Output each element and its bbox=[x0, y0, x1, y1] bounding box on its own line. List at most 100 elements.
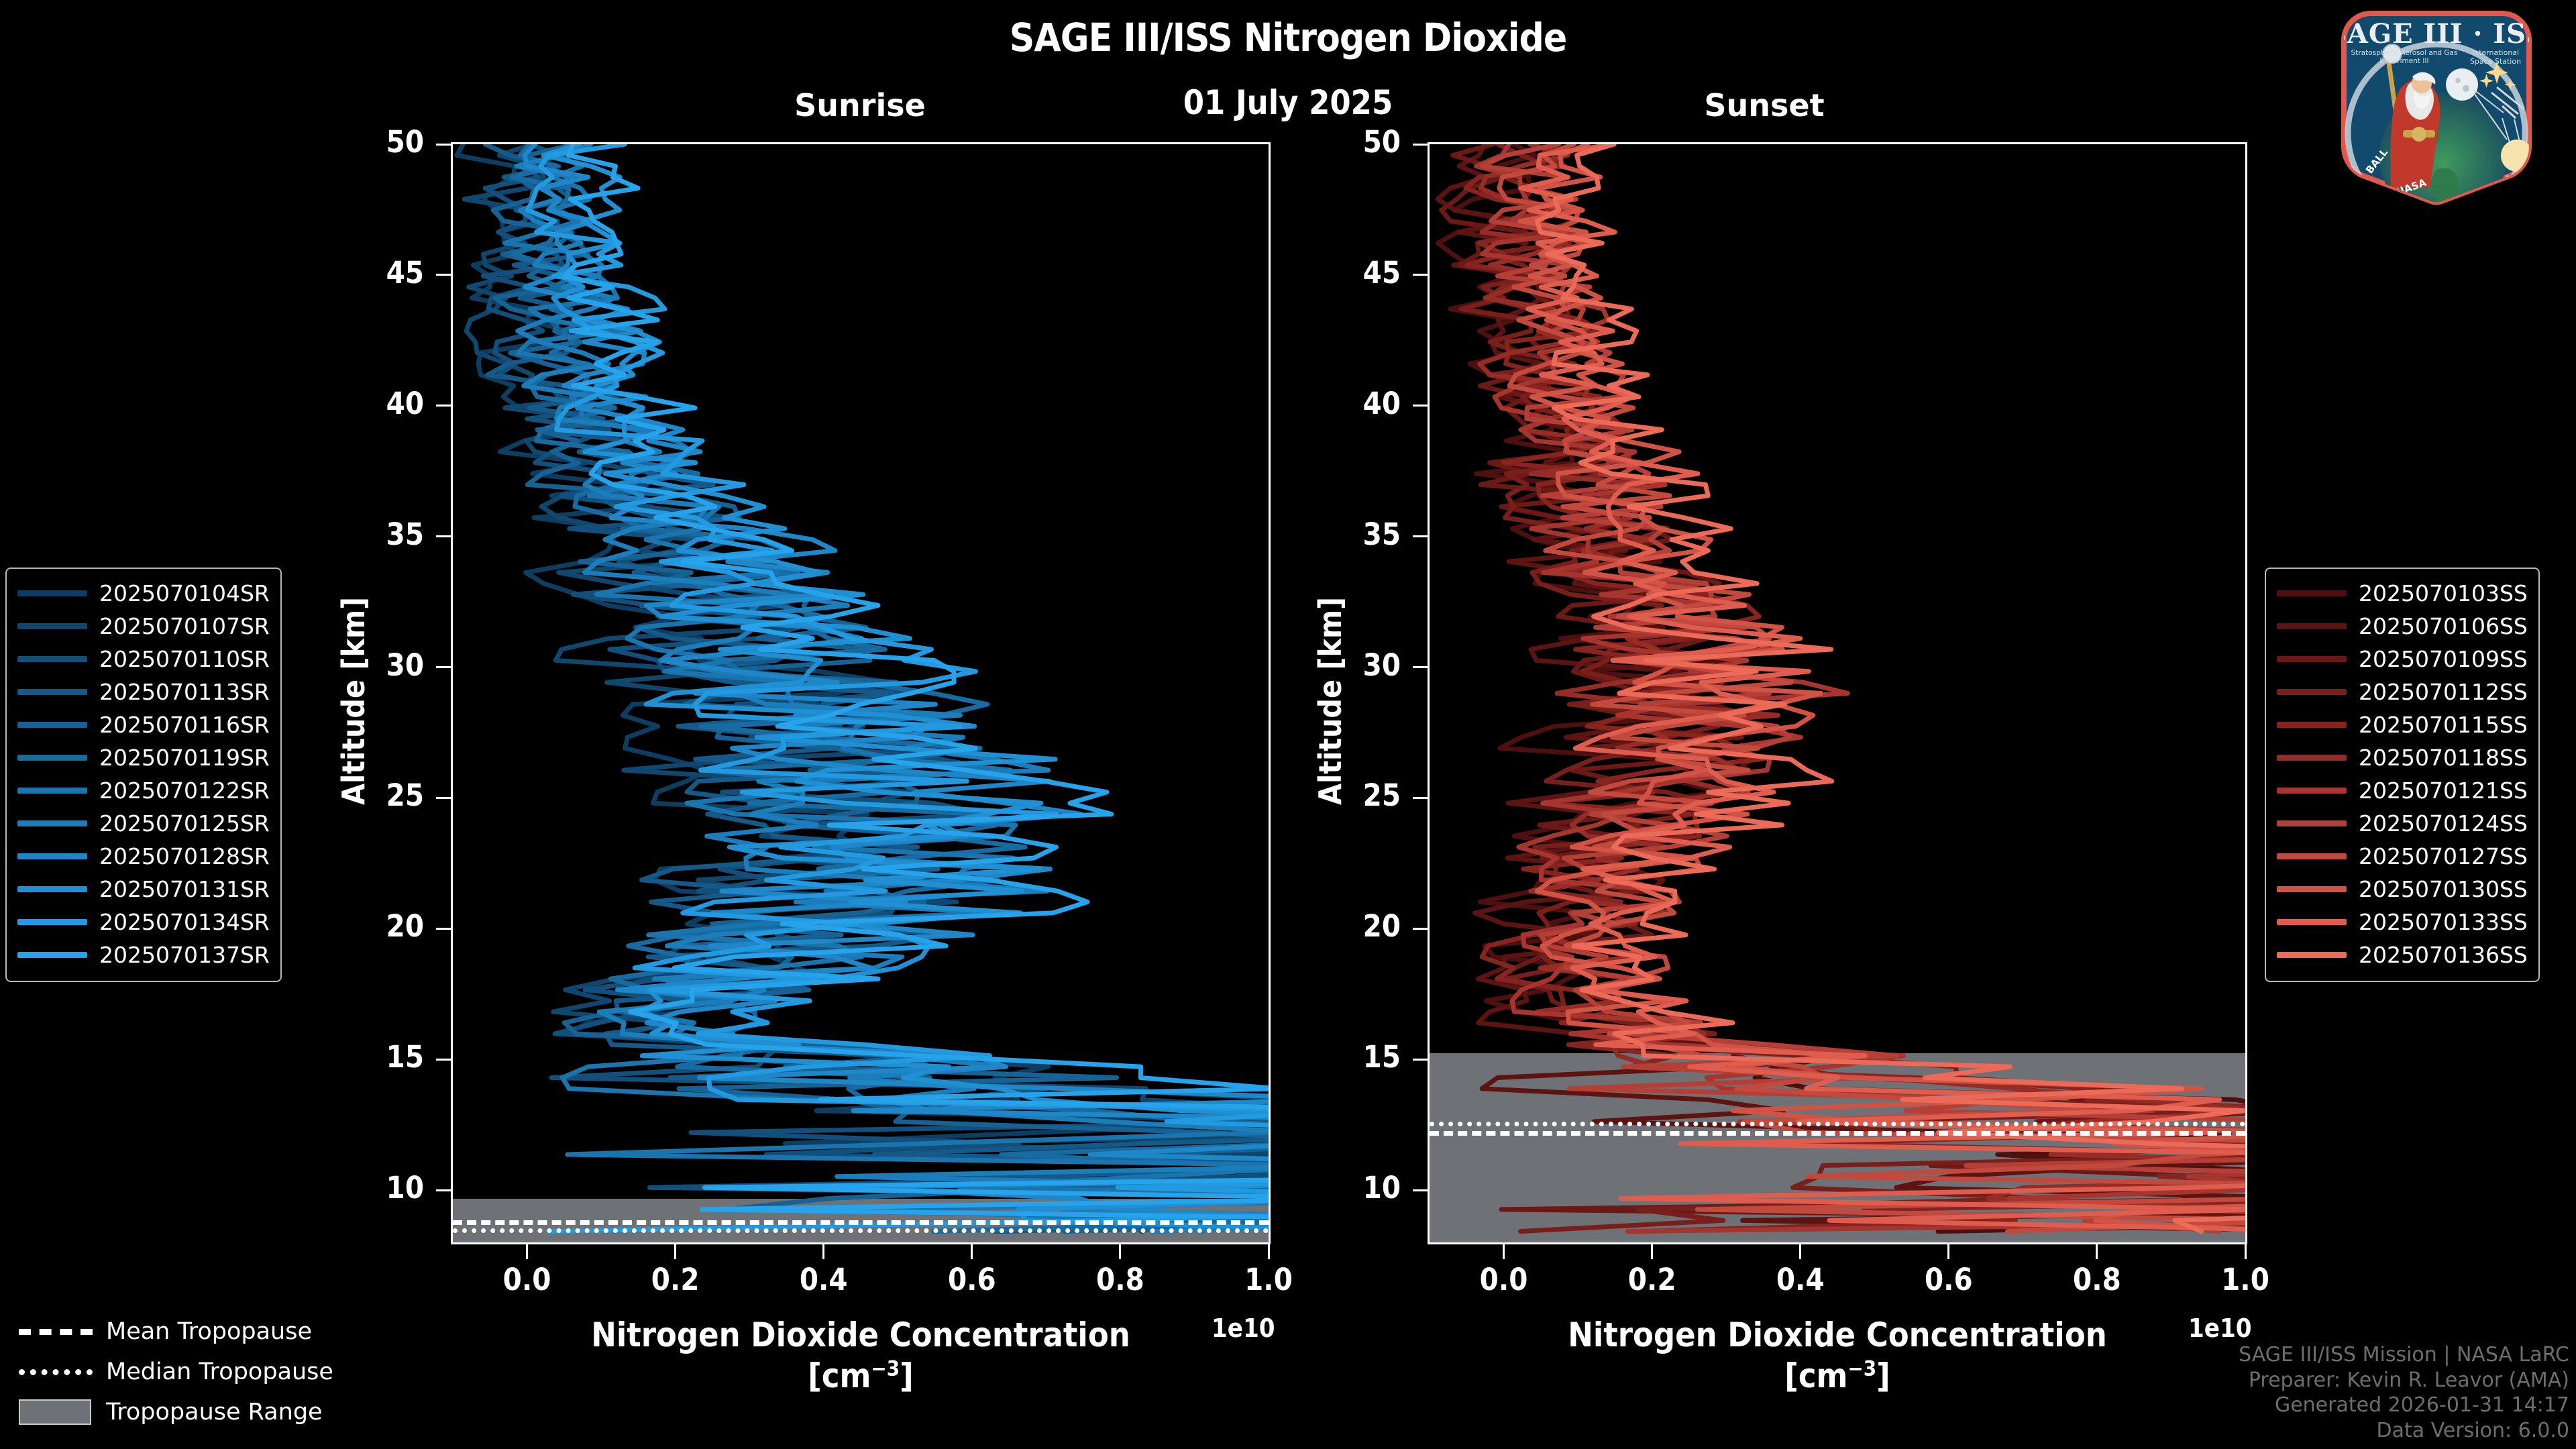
legend-swatch-2025070112SS bbox=[2277, 689, 2347, 695]
legend-item-2025070131SR[interactable]: 2025070131SR bbox=[17, 873, 270, 906]
y-tick-label-10: 10 bbox=[1362, 1170, 1401, 1206]
legend-swatch-2025070136SS bbox=[2277, 952, 2347, 958]
legend-item-2025070122SR[interactable]: 2025070122SR bbox=[17, 774, 270, 807]
x-tick-label-0.4: 0.4 bbox=[1776, 1262, 1825, 1297]
series-line-2025070134SR bbox=[525, 144, 1269, 1234]
sunset-x-offset-text: 1e10 bbox=[2188, 1313, 2252, 1343]
svg-text:Space Station: Space Station bbox=[2470, 57, 2521, 66]
legend-swatch-2025070134SR bbox=[17, 919, 87, 925]
sunrise-mean-tropopause bbox=[453, 1220, 1269, 1225]
legend-swatch-2025070110SR bbox=[17, 656, 87, 662]
legend-swatch-2025070115SS bbox=[2277, 722, 2347, 728]
legend-item-2025070127SS[interactable]: 2025070127SS bbox=[2277, 840, 2528, 873]
legend-item-2025070130SS[interactable]: 2025070130SS bbox=[2277, 873, 2528, 906]
legend-item-2025070137SR[interactable]: 2025070137SR bbox=[17, 938, 270, 971]
y-tick-label-40: 40 bbox=[1362, 385, 1401, 421]
legend-swatch-2025070122SR bbox=[17, 788, 87, 794]
sunset-panel-title: Sunset bbox=[1704, 87, 1825, 123]
legend-label-2025070118SS: 2025070118SS bbox=[2359, 745, 2528, 771]
x-tick-label-0.2: 0.2 bbox=[1627, 1262, 1676, 1297]
sunset-y-axis-label: Altitude [km] bbox=[1312, 597, 1348, 805]
sunset-series-legend[interactable]: 2025070103SS 2025070106SS 2025070109SS 2025… bbox=[2265, 568, 2540, 982]
legend-item-2025070112SS[interactable]: 2025070112SS bbox=[2277, 676, 2528, 708]
legend-item-2025070133SS[interactable]: 2025070133SS bbox=[2277, 906, 2528, 938]
sunset-plot-area bbox=[1428, 142, 2247, 1244]
legend-swatch-2025070124SS bbox=[2277, 820, 2347, 826]
y-tick-label-35: 35 bbox=[386, 516, 424, 552]
y-tick-label-45: 45 bbox=[1362, 254, 1401, 290]
x-tick-0 bbox=[971, 1244, 973, 1259]
x-tick-label-1.0: 1.0 bbox=[2221, 1262, 2269, 1297]
x-tick-label-0.0: 0.0 bbox=[502, 1262, 551, 1297]
legend-item-2025070107SR[interactable]: 2025070107SR bbox=[17, 610, 270, 643]
sunset-x-axis-label: Nitrogen Dioxide Concentration [cm−3] bbox=[1435, 1315, 2240, 1397]
y-tick-label-25: 25 bbox=[386, 777, 424, 814]
x-tick-1 bbox=[2096, 1244, 2098, 1259]
sunrise-x-axis-label-main: Nitrogen Dioxide Concentration bbox=[591, 1316, 1130, 1354]
sunrise-profile-lines bbox=[454, 144, 1269, 1234]
x-tick-label-0.6: 0.6 bbox=[1924, 1262, 1973, 1297]
x-tick-label-1.0: 1.0 bbox=[1244, 1262, 1293, 1297]
y-tick-1 bbox=[1413, 274, 1428, 276]
tropopause-legend-label: Tropopause Range bbox=[106, 1399, 323, 1426]
y-tick-0 bbox=[436, 1189, 451, 1191]
legend-label-2025070115SS: 2025070115SS bbox=[2359, 712, 2528, 738]
legend-item-2025070104SR[interactable]: 2025070104SR bbox=[17, 577, 270, 610]
legend-label-2025070116SR: 2025070116SR bbox=[99, 712, 270, 738]
y-tick-0 bbox=[436, 927, 451, 930]
series-line-2025070133SS bbox=[1518, 144, 2245, 1232]
legend-item-2025070121SS[interactable]: 2025070121SS bbox=[2277, 774, 2528, 807]
legend-label-2025070134SR: 2025070134SR bbox=[99, 909, 270, 935]
legend-item-2025070113SR[interactable]: 2025070113SR bbox=[17, 676, 270, 708]
y-tick-label-15: 15 bbox=[386, 1039, 424, 1075]
legend-item-2025070109SS[interactable]: 2025070109SS bbox=[2277, 643, 2528, 676]
y-tick-1 bbox=[1413, 535, 1428, 538]
legend-item-2025070119SR[interactable]: 2025070119SR bbox=[17, 741, 270, 774]
y-tick-1 bbox=[1413, 405, 1428, 407]
svg-text:SAGE III · ISS: SAGE III · ISS bbox=[2336, 18, 2537, 50]
legend-label-2025070110SR: 2025070110SR bbox=[99, 646, 270, 672]
y-tick-0 bbox=[436, 274, 451, 276]
legend-swatch-2025070116SR bbox=[17, 722, 87, 728]
y-tick-0 bbox=[436, 796, 451, 799]
legend-swatch-2025070133SS bbox=[2277, 919, 2347, 925]
x-tick-1 bbox=[1651, 1244, 1654, 1259]
y-tick-1 bbox=[1413, 796, 1428, 799]
legend-item-2025070116SR[interactable]: 2025070116SR bbox=[17, 708, 270, 741]
legend-item-2025070103SS[interactable]: 2025070103SS bbox=[2277, 577, 2528, 610]
legend-swatch-2025070103SS bbox=[2277, 590, 2347, 596]
x-tick-1 bbox=[1947, 1244, 1950, 1259]
legend-item-2025070110SR[interactable]: 2025070110SR bbox=[17, 643, 270, 676]
legend-item-2025070134SR[interactable]: 2025070134SR bbox=[17, 906, 270, 938]
legend-item-2025070118SS[interactable]: 2025070118SS bbox=[2277, 741, 2528, 774]
y-tick-label-50: 50 bbox=[386, 124, 424, 160]
legend-label-2025070121SS: 2025070121SS bbox=[2359, 777, 2528, 804]
y-tick-1 bbox=[1413, 143, 1428, 146]
legend-swatch-2025070121SS bbox=[2277, 788, 2347, 794]
credits-line: SAGE III/ISS Mission | NASA LaRC bbox=[2239, 1342, 2569, 1366]
sunset-mean-tropopause bbox=[1430, 1131, 2245, 1136]
legend-label-2025070125SR: 2025070125SR bbox=[99, 810, 270, 837]
tropopause-legend-item: Mean Tropopause bbox=[19, 1311, 333, 1352]
legend-item-2025070128SR[interactable]: 2025070128SR bbox=[17, 840, 270, 873]
legend-label-2025070136SS: 2025070136SS bbox=[2359, 942, 2528, 968]
legend-item-2025070115SS[interactable]: 2025070115SS bbox=[2277, 708, 2528, 741]
sunrise-series-legend[interactable]: 2025070104SR 2025070107SR 2025070110SR 2025… bbox=[5, 568, 282, 982]
sunset-x-axis-label-main: Nitrogen Dioxide Concentration bbox=[1568, 1316, 2107, 1354]
legend-swatch-2025070118SS bbox=[2277, 755, 2347, 761]
legend-item-2025070106SS[interactable]: 2025070106SS bbox=[2277, 610, 2528, 643]
y-tick-1 bbox=[1413, 666, 1428, 669]
x-tick-1 bbox=[1799, 1244, 1802, 1259]
legend-item-2025070125SR[interactable]: 2025070125SR bbox=[17, 807, 270, 840]
x-tick-label-0.8: 0.8 bbox=[2073, 1262, 2121, 1297]
legend-swatch-2025070131SR bbox=[17, 886, 87, 892]
legend-item-2025070136SS[interactable]: 2025070136SS bbox=[2277, 938, 2528, 971]
legend-label-2025070103SS: 2025070103SS bbox=[2359, 580, 2528, 606]
y-tick-0 bbox=[436, 1058, 451, 1061]
legend-label-2025070109SS: 2025070109SS bbox=[2359, 646, 2528, 672]
y-tick-0 bbox=[436, 405, 451, 407]
legend-label-2025070104SR: 2025070104SR bbox=[99, 580, 270, 606]
legend-label-2025070113SR: 2025070113SR bbox=[99, 679, 270, 705]
legend-item-2025070124SS[interactable]: 2025070124SS bbox=[2277, 807, 2528, 840]
tropopause-legend-label: Median Tropopause bbox=[106, 1358, 333, 1385]
